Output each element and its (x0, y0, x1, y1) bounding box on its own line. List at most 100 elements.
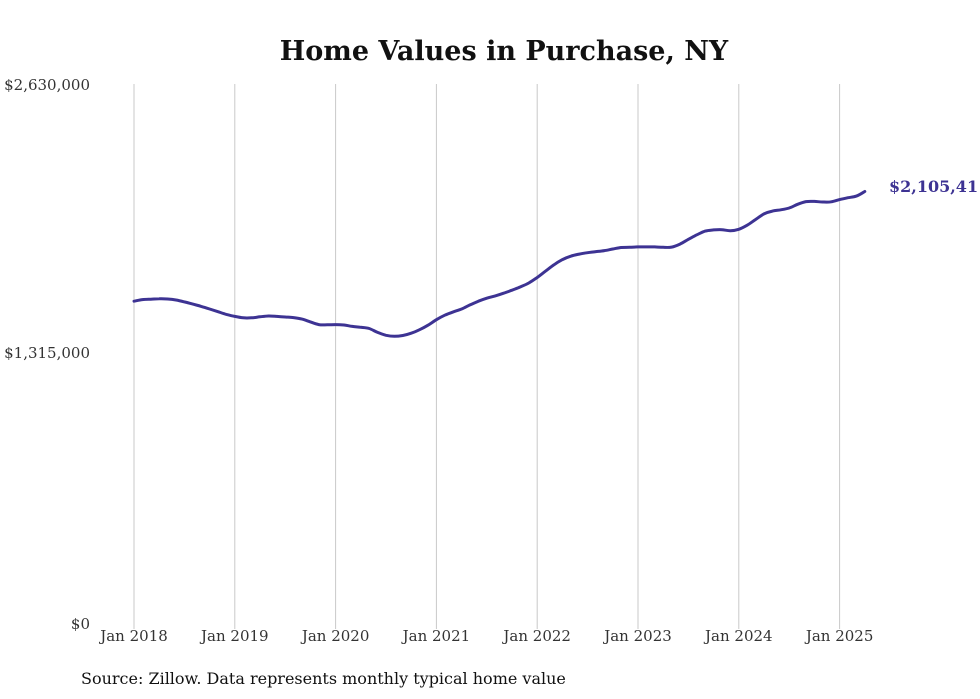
data-point (737, 228, 740, 231)
data-point (217, 310, 220, 313)
data-point (603, 249, 606, 252)
data-point (259, 315, 262, 318)
y-axis-ticks: $2,630,000 $1,315,000 $0 (4, 76, 90, 633)
chart-title: Home Values in Purchase, NY (280, 36, 729, 67)
data-point (158, 297, 161, 300)
data-point (754, 218, 757, 221)
data-point (385, 334, 388, 337)
data-point (494, 294, 497, 297)
data-point (779, 208, 782, 211)
data-point (309, 320, 312, 323)
data-point (704, 230, 707, 233)
data-point (595, 250, 598, 253)
data-point (830, 200, 833, 203)
data-point (418, 328, 421, 331)
data-point (284, 316, 287, 319)
data-point (334, 323, 337, 326)
data-point (578, 253, 581, 256)
data-point (527, 282, 530, 285)
data-point (502, 292, 505, 295)
data-point (695, 233, 698, 236)
data-point (141, 298, 144, 301)
y-tick-label: $0 (71, 615, 90, 633)
data-point (368, 327, 371, 330)
data-point (183, 300, 186, 303)
x-tick-label: Jan 2023 (602, 627, 672, 645)
data-point (679, 243, 682, 246)
home-value-line (132, 190, 867, 338)
data-point (746, 224, 749, 227)
data-point (452, 310, 455, 313)
data-point (805, 200, 808, 203)
x-axis-ticks: Jan 2018 Jan 2019 Jan 2020 Jan 2021 Jan 2022… (98, 627, 873, 645)
data-point (863, 190, 866, 193)
data-point (460, 308, 463, 311)
data-point (133, 300, 136, 303)
data-point (586, 251, 589, 254)
data-point (292, 316, 295, 319)
x-tick-label: Jan 2019 (199, 627, 269, 645)
data-point (401, 334, 404, 337)
data-point (250, 316, 253, 319)
data-point (242, 316, 245, 319)
data-point (477, 300, 480, 303)
last-value-label: $2,105,41 (889, 177, 978, 196)
data-point (611, 248, 614, 251)
data-point (628, 246, 631, 249)
data-point (225, 313, 228, 316)
data-point (275, 315, 278, 318)
data-point (485, 297, 488, 300)
data-point (469, 303, 472, 306)
x-tick-label: Jan 2024 (703, 627, 773, 645)
y-tick-label: $1,315,000 (4, 344, 90, 362)
data-point (443, 314, 446, 317)
data-point (796, 203, 799, 206)
x-tick-label: Jan 2021 (401, 627, 471, 645)
data-point (511, 289, 514, 292)
data-point (553, 263, 556, 266)
y-tick-label: $2,630,000 (4, 76, 90, 94)
data-point (670, 246, 673, 249)
data-point (788, 207, 791, 210)
data-point (351, 325, 354, 328)
data-point (721, 228, 724, 231)
data-point (847, 196, 850, 199)
data-point (343, 324, 346, 327)
data-point (821, 201, 824, 204)
data-point (729, 229, 732, 232)
x-tick-label: Jan 2018 (98, 627, 168, 645)
data-point (763, 212, 766, 215)
x-tick-label: Jan 2020 (300, 627, 370, 645)
data-point (326, 323, 329, 326)
data-point (536, 276, 539, 279)
grid-lines (133, 84, 841, 629)
data-point (662, 246, 665, 249)
data-point (771, 210, 774, 213)
x-tick-label: Jan 2025 (804, 627, 874, 645)
data-point (410, 332, 413, 335)
data-point (376, 331, 379, 334)
data-point (569, 255, 572, 258)
data-point (435, 318, 438, 321)
data-point (855, 195, 858, 198)
data-point (637, 245, 640, 248)
data-point (359, 326, 362, 329)
data-point (427, 324, 430, 327)
data-point (712, 228, 715, 231)
data-point (620, 246, 623, 249)
data-point (393, 335, 396, 338)
data-point (653, 245, 656, 248)
data-point (813, 200, 816, 203)
data-point (191, 303, 194, 306)
data-point (200, 305, 203, 308)
data-point (301, 318, 304, 321)
data-point (544, 270, 547, 273)
data-point (208, 308, 211, 311)
data-point (317, 323, 320, 326)
data-point (645, 245, 648, 248)
data-point (166, 298, 169, 301)
data-point (838, 198, 841, 201)
data-point (561, 258, 564, 261)
data-point (687, 238, 690, 241)
